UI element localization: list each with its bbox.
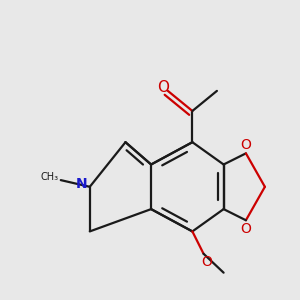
Text: O: O — [241, 222, 251, 236]
Text: O: O — [157, 80, 169, 95]
Text: N: N — [76, 177, 87, 191]
Text: CH₃: CH₃ — [41, 172, 59, 182]
Text: O: O — [241, 138, 251, 152]
Text: O: O — [201, 255, 212, 269]
